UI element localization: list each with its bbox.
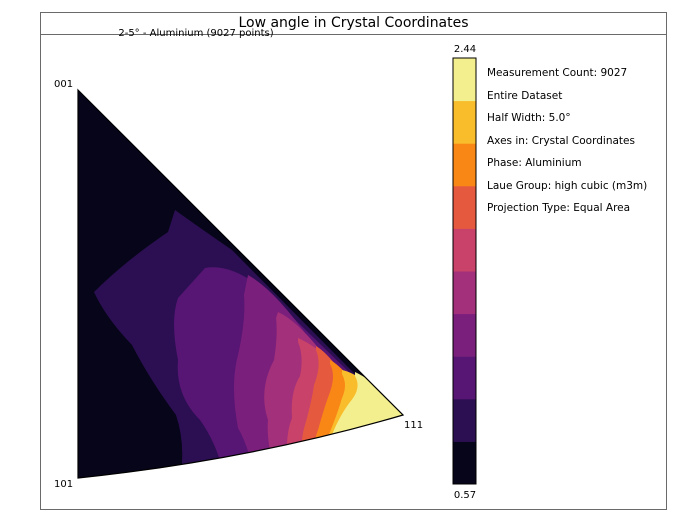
colorbar-level-1 xyxy=(453,398,476,442)
colorbar-level-4 xyxy=(453,271,476,315)
colorbar-level-3 xyxy=(453,313,476,357)
legend-projection-type: Projection Type: Equal Area xyxy=(487,202,631,214)
corner-label-001: 001 xyxy=(54,79,73,90)
colorbar-min-label: 0.57 xyxy=(454,490,476,501)
corner-label-111: 111 xyxy=(404,420,423,431)
legend-phase: Phase: Aluminium xyxy=(487,157,582,169)
colorbar-level-8 xyxy=(453,100,476,144)
colorbar-outline xyxy=(452,57,477,485)
legend-measurement-count: Measurement Count: 9027 xyxy=(487,67,628,79)
corner-label-101: 101 xyxy=(54,479,73,490)
info-legend: Measurement Count: 9027 Entire Dataset H… xyxy=(487,62,647,220)
colorbar-level-2 xyxy=(453,356,476,400)
inverse-pole-figure-triangle xyxy=(78,90,403,478)
colorbar xyxy=(453,58,476,485)
colorbar-level-9 xyxy=(453,58,476,102)
colorbar-level-6 xyxy=(453,185,476,229)
legend-dataset: Entire Dataset xyxy=(487,89,563,102)
legend-laue-group: Laue Group: high cubic (m3m) xyxy=(487,179,648,192)
chart-subtitle: 2-5° - Aluminium (9027 points) xyxy=(118,28,274,39)
colorbar-level-5 xyxy=(453,228,476,272)
colorbar-max-label: 2.44 xyxy=(454,44,476,55)
legend-axes: Axes in: Crystal Coordinates xyxy=(487,134,635,147)
colorbar-level-0 xyxy=(453,441,476,485)
triangle-outline xyxy=(77,88,405,479)
colorbar-level-7 xyxy=(453,143,476,187)
chart-title: Low angle in Crystal Coordinates xyxy=(41,13,666,35)
legend-half-width: Half Width: 5.0° xyxy=(487,112,571,124)
